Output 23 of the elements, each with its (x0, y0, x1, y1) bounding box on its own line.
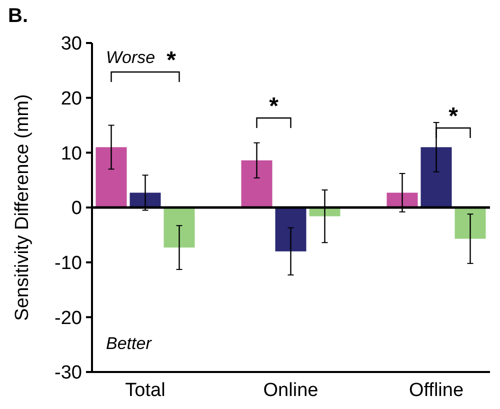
x-tick-label: Offline (408, 380, 464, 401)
chart-title: B. (8, 5, 28, 27)
bar (164, 208, 195, 248)
bar (275, 208, 306, 252)
y-tick-label: -30 (54, 362, 82, 384)
annotation: Better (106, 334, 153, 353)
y-tick-label: -20 (54, 308, 82, 329)
bar (420, 147, 452, 208)
annotation: * (448, 103, 459, 130)
y-axis-title: Sensitivity Difference (mm) (12, 94, 33, 321)
y-tick-label: 30 (60, 34, 82, 55)
y-tick-label: 10 (60, 143, 82, 164)
y-tick-label: -10 (54, 252, 82, 274)
x-tick-label: Total (125, 380, 166, 401)
annotation: * (166, 47, 177, 74)
bar (454, 208, 486, 239)
annotation: Worse (106, 48, 156, 67)
annotation: * (269, 93, 280, 120)
bar (241, 160, 272, 208)
y-tick-label: 20 (60, 88, 82, 110)
bar (96, 147, 127, 208)
x-tick-label: Online (263, 380, 318, 401)
y-tick-label: 0 (71, 198, 82, 220)
